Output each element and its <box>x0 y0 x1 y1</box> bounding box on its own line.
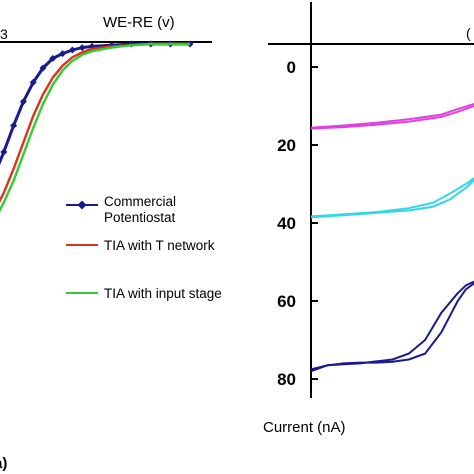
legend-label-commercial-line1: Commercial <box>104 194 176 209</box>
legend-label-commercial: Commercial Potentiostat <box>104 194 180 225</box>
right-series-line-2 <box>310 179 474 219</box>
legend-entry-commercial: Commercial Potentiostat <box>66 194 180 225</box>
right-y-tick-label: 40 <box>277 214 296 233</box>
left-edge-tick-label: 3 <box>0 26 8 42</box>
right-series-line-5 <box>310 282 474 371</box>
left-series-group <box>0 40 194 213</box>
right-y-ticks: 0 20 40 60 80 <box>277 58 318 389</box>
legend-label-input-stage: TIA with input stage <box>104 286 222 301</box>
left-series-marker <box>0 148 8 156</box>
panel-letter: a) <box>0 455 7 472</box>
right-series-line-4 <box>310 280 474 373</box>
right-series-group <box>310 103 474 373</box>
right-y-tick-label: 60 <box>277 292 296 311</box>
right-series-line-0 <box>310 105 474 130</box>
left-series-line-2 <box>0 42 190 213</box>
left-series-marker <box>49 54 57 62</box>
legend-entry-input-stage: TIA with input stage <box>66 286 222 301</box>
right-y-tick-label: 80 <box>277 370 296 389</box>
legend: Commercial Potentiostat TIA with T netwo… <box>66 194 222 301</box>
legend-label-t-network: TIA with T network <box>104 238 215 253</box>
left-series-line-0 <box>0 42 190 166</box>
left-x-axis-label: WE-RE (v) <box>103 14 175 31</box>
left-panel: 3 WE-RE (v) Commercial Potentiostat TIA … <box>0 14 222 472</box>
left-series-marker <box>59 50 67 58</box>
right-series-line-3 <box>310 177 474 218</box>
left-series-marker <box>68 46 76 54</box>
left-series-marker <box>39 64 47 72</box>
right-corner-label: ( <box>466 25 471 41</box>
right-y-axis-label: Current (nA) <box>263 419 346 436</box>
right-series-line-1 <box>310 103 474 129</box>
legend-entry-t-network: TIA with T network <box>66 238 215 253</box>
left-series-marker <box>29 78 37 86</box>
legend-marker-commercial <box>77 200 87 210</box>
legend-label-commercial-line2: Potentiostat <box>104 210 176 225</box>
left-series-marker <box>10 122 18 130</box>
left-series-line-1 <box>0 42 190 203</box>
right-y-tick-label: 20 <box>277 136 296 155</box>
left-series-marker <box>78 44 86 52</box>
left-series-marker <box>19 98 27 106</box>
right-panel: ( 0 20 40 60 80 Current (nA) <box>263 2 474 436</box>
right-y-tick-label: 0 <box>287 58 296 77</box>
